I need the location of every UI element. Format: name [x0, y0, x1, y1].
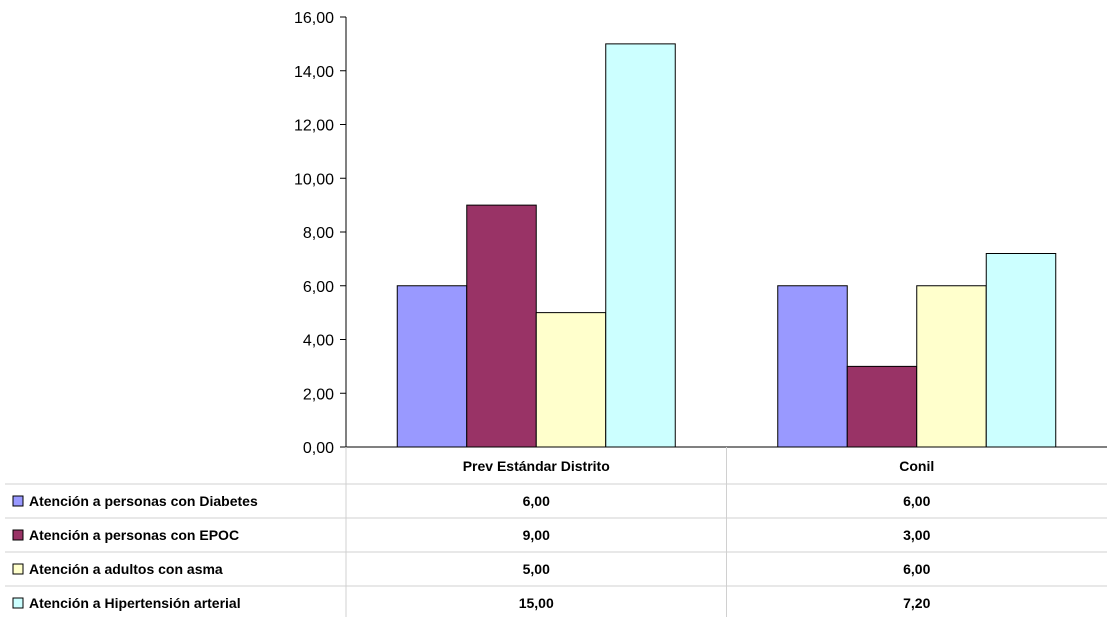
data-label: 5,00 [523, 561, 550, 577]
y-tick-label: 8,00 [303, 225, 334, 242]
bar [535, 312, 607, 448]
bar [985, 253, 1057, 448]
legend-label: Atención a adultos con asma [29, 561, 223, 577]
data-label: 6,00 [903, 493, 930, 509]
legend-swatch [12, 529, 24, 541]
category-label: Prev Estándar Distrito [463, 458, 610, 474]
legend-label: Atención a personas con EPOC [29, 527, 239, 543]
data-label: 9,00 [523, 527, 550, 543]
y-tick-label: 14,00 [294, 64, 334, 81]
legend-swatch [12, 495, 24, 507]
bar [396, 285, 468, 448]
bar [916, 285, 987, 448]
data-label: 7,20 [903, 595, 930, 611]
y-tick-label: 4,00 [303, 333, 334, 350]
bar [466, 204, 537, 448]
data-label: 3,00 [903, 527, 930, 543]
y-tick-label: 0,00 [303, 440, 334, 457]
legend-swatch [12, 597, 24, 609]
legend-swatch [12, 563, 24, 575]
category-label: Conil [899, 458, 934, 474]
bar [605, 43, 676, 448]
bar [846, 365, 918, 448]
bar [777, 285, 848, 448]
y-tick-label: 2,00 [303, 386, 334, 403]
y-tick-label: 12,00 [294, 118, 334, 135]
legend-label: Atención a personas con Diabetes [29, 493, 258, 509]
y-tick-label: 10,00 [294, 171, 334, 188]
legend-label: Atención a Hipertensión arterial [29, 595, 241, 611]
data-label: 6,00 [523, 493, 550, 509]
data-label: 6,00 [903, 561, 930, 577]
y-tick-label: 6,00 [303, 279, 334, 296]
y-tick-label: 16,00 [294, 10, 334, 27]
data-label: 15,00 [519, 595, 554, 611]
